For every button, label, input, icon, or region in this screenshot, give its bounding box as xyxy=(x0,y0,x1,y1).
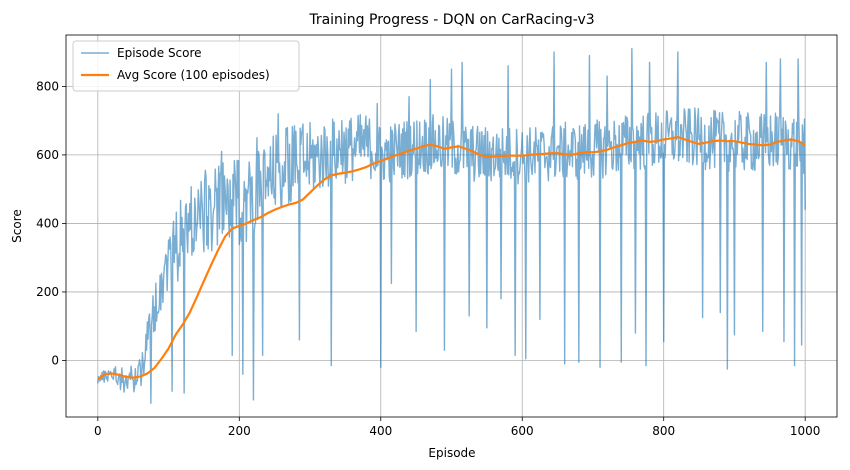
y-tick-label: 200 xyxy=(36,285,59,299)
chart-title: Training Progress - DQN on CarRacing-v3 xyxy=(308,12,594,28)
y-tick-label: 800 xyxy=(36,79,59,93)
series-layer xyxy=(97,48,806,404)
y-axis-label: Score xyxy=(10,209,24,243)
plot-frame xyxy=(65,34,838,418)
y-tick-label: 600 xyxy=(36,148,59,162)
legend-label-avg-score: Avg Score (100 episodes) xyxy=(117,68,270,82)
x-tick-label: 400 xyxy=(369,424,392,438)
x-tick-label: 0 xyxy=(94,424,102,438)
x-tick-label: 200 xyxy=(228,424,251,438)
legend: Episode Score Avg Score (100 episodes) xyxy=(72,40,300,92)
legend-label-episode-score: Episode Score xyxy=(117,46,202,60)
episode-score-line xyxy=(97,48,806,404)
x-tick-label: 600 xyxy=(511,424,534,438)
x-axis-label: Episode xyxy=(428,446,475,460)
x-tick-label: 800 xyxy=(652,424,675,438)
y-tick-label: 400 xyxy=(36,216,59,230)
x-tick-label: 1000 xyxy=(790,424,821,438)
y-tick-label: 0 xyxy=(51,353,59,367)
tick-layer: 0 200 400 600 800 1000 0 200 400 600 800 xyxy=(36,79,820,438)
legend-box xyxy=(72,40,300,92)
avg-score-line xyxy=(97,136,806,381)
